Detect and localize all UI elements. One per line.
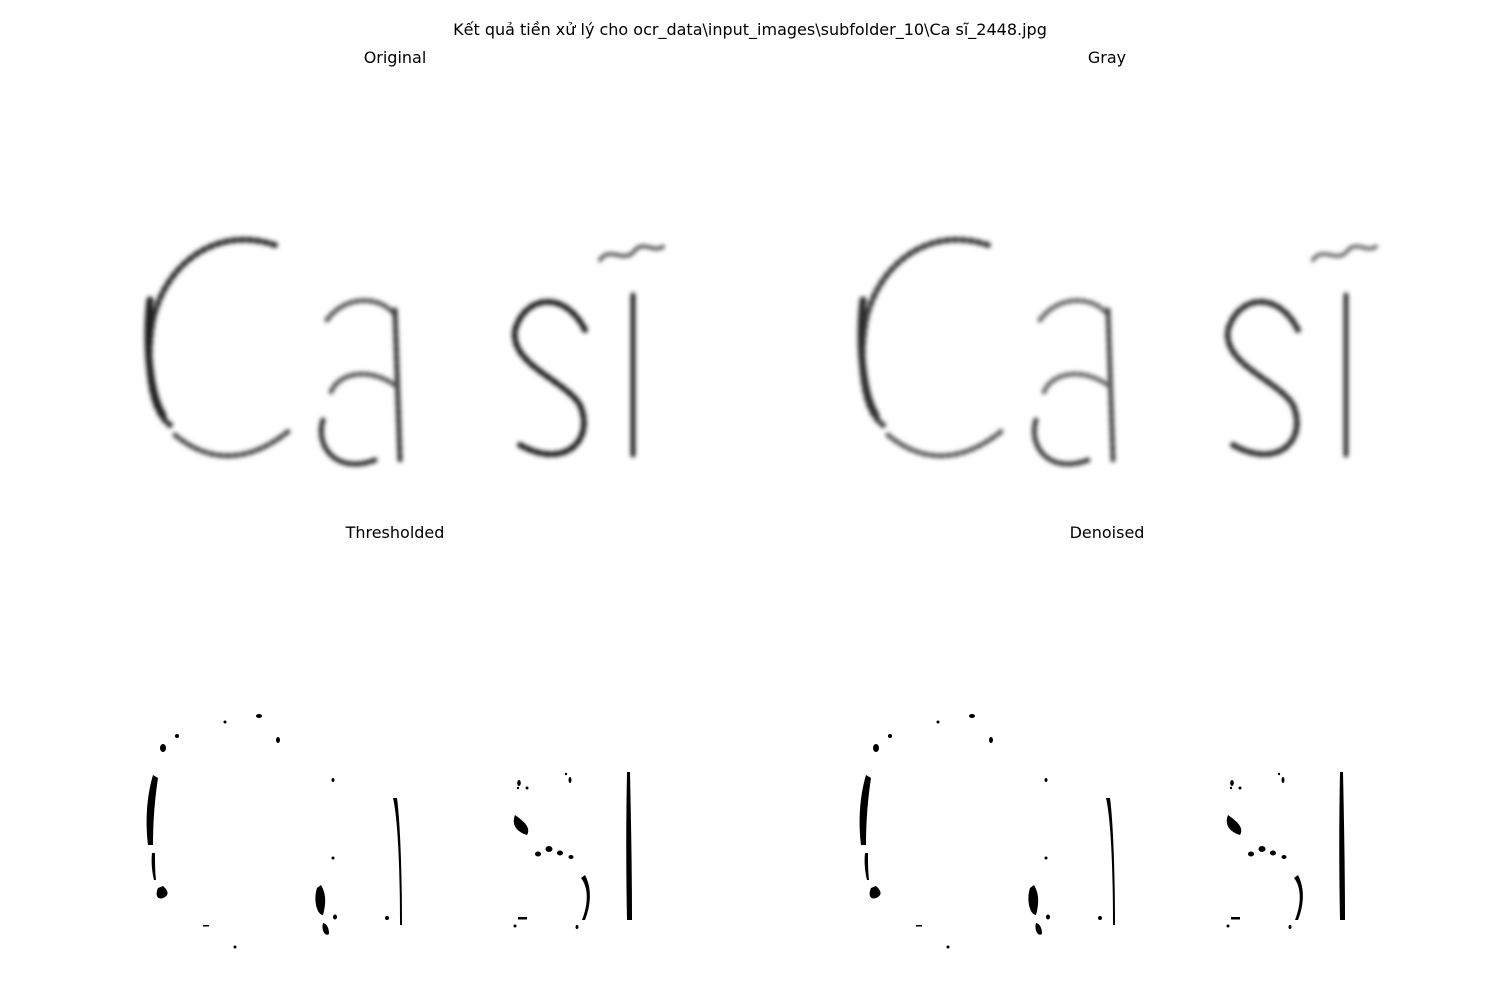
denoised-word-image: [859, 714, 1345, 949]
thresholded-word-image: [146, 714, 632, 949]
panel-title-thresholded: Thresholded: [345, 523, 445, 542]
gray-image-panel: [808, 95, 1408, 515]
thresholded-image-panel: [95, 570, 695, 990]
figure-suptitle: Kết quả tiền xử lý cho ocr_data\input_im…: [453, 20, 1047, 39]
original-image-panel: [95, 95, 695, 515]
panel-title-denoised: Denoised: [1069, 523, 1145, 542]
panel-title-gray: Gray: [1087, 48, 1127, 67]
denoised-image-panel: [808, 570, 1408, 990]
gray-word-image: [857, 236, 1380, 467]
panel-title-original: Original: [363, 48, 427, 67]
original-word-image: [144, 236, 667, 467]
